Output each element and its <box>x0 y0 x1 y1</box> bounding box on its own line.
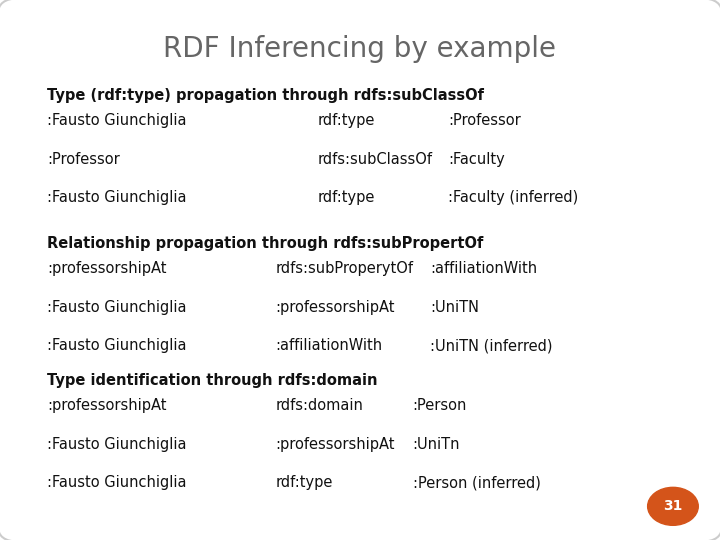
Text: 31: 31 <box>663 500 683 514</box>
Text: :UniTN: :UniTN <box>431 300 480 314</box>
Text: :Professor: :Professor <box>47 152 120 167</box>
Text: :Fausto Giunchiglia: :Fausto Giunchiglia <box>47 300 186 314</box>
Text: Type (rdf:type) propagation through rdfs:subClassOf: Type (rdf:type) propagation through rdfs… <box>47 88 484 103</box>
Circle shape <box>647 487 698 525</box>
Text: :professorshipAt: :professorshipAt <box>47 261 166 276</box>
Text: :Person (inferred): :Person (inferred) <box>413 475 541 490</box>
Text: RDF Inferencing by example: RDF Inferencing by example <box>163 35 557 63</box>
Text: rdfs:subProperytOf: rdfs:subProperytOf <box>276 261 413 276</box>
Text: rdfs:domain: rdfs:domain <box>276 398 364 413</box>
Text: :affiliationWith: :affiliationWith <box>276 338 383 353</box>
Text: :Fausto Giunchiglia: :Fausto Giunchiglia <box>47 113 186 129</box>
Text: :Faculty (inferred): :Faculty (inferred) <box>448 190 578 205</box>
Text: rdf:type: rdf:type <box>318 190 375 205</box>
Text: :Faculty: :Faculty <box>448 152 505 167</box>
Text: Type identification through rdfs:domain: Type identification through rdfs:domain <box>47 373 377 388</box>
Text: :Professor: :Professor <box>448 113 521 129</box>
Text: Relationship propagation through rdfs:subPropertOf: Relationship propagation through rdfs:su… <box>47 236 483 251</box>
Text: rdf:type: rdf:type <box>276 475 333 490</box>
Text: :Person: :Person <box>413 398 467 413</box>
Text: rdf:type: rdf:type <box>318 113 375 129</box>
Text: rdfs:subClassOf: rdfs:subClassOf <box>318 152 433 167</box>
Text: :Fausto Giunchiglia: :Fausto Giunchiglia <box>47 338 186 353</box>
Text: :Fausto Giunchiglia: :Fausto Giunchiglia <box>47 190 186 205</box>
Text: :professorshipAt: :professorshipAt <box>47 398 166 413</box>
Text: :professorshipAt: :professorshipAt <box>276 437 395 451</box>
Text: :UniTn: :UniTn <box>413 437 460 451</box>
Text: :affiliationWith: :affiliationWith <box>431 261 537 276</box>
Text: :Fausto Giunchiglia: :Fausto Giunchiglia <box>47 475 186 490</box>
Text: :professorshipAt: :professorshipAt <box>276 300 395 314</box>
Text: :UniTN (inferred): :UniTN (inferred) <box>431 338 553 353</box>
Text: :Fausto Giunchiglia: :Fausto Giunchiglia <box>47 437 186 451</box>
